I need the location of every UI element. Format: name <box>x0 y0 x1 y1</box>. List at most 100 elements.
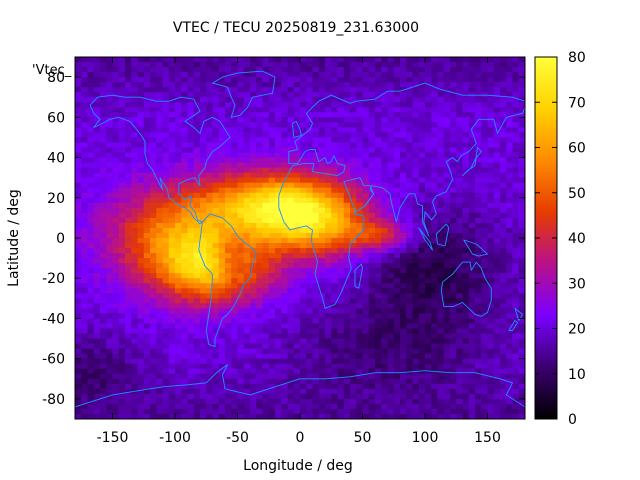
tec-cell <box>200 112 207 118</box>
tec-cell <box>368 142 376 149</box>
tec-cell <box>281 313 289 320</box>
tec-cell <box>243 268 251 274</box>
tec-cell <box>275 227 282 234</box>
tec-cell <box>218 112 226 118</box>
tec-cell <box>356 273 364 279</box>
tec-cell <box>506 293 514 299</box>
tec-cell <box>162 388 170 395</box>
tec-cell <box>143 72 151 78</box>
tec-cell <box>387 102 395 108</box>
tec-cell <box>175 107 182 113</box>
tec-cell <box>200 358 207 365</box>
tec-cell <box>300 293 307 299</box>
tec-cell <box>250 107 257 113</box>
tec-cell <box>481 328 489 335</box>
tec-cell <box>218 117 226 123</box>
tec-cell <box>387 333 395 340</box>
tec-cell <box>462 172 470 179</box>
tec-cell <box>187 217 195 224</box>
tec-cell <box>437 232 445 239</box>
tec-cell <box>512 278 520 284</box>
tec-cell <box>100 383 107 390</box>
tec-cell <box>331 67 339 73</box>
tec-cell <box>156 303 164 309</box>
tec-cell <box>143 82 151 88</box>
tec-cell <box>268 212 276 219</box>
tec-cell <box>362 278 370 284</box>
tec-cell <box>506 117 514 123</box>
tec-cell <box>443 72 451 78</box>
tec-cell <box>237 57 245 63</box>
tec-cell <box>462 323 470 330</box>
tec-cell <box>506 348 514 355</box>
tec-cell <box>331 127 339 134</box>
tec-cell <box>187 238 195 244</box>
tec-cell <box>375 353 382 360</box>
tec-cell <box>193 122 201 128</box>
tec-cell <box>131 87 139 93</box>
tec-cell <box>262 97 270 103</box>
tec-cell <box>518 318 525 325</box>
tec-cell <box>468 243 476 249</box>
tec-cell <box>212 293 220 299</box>
tec-cell <box>425 353 432 360</box>
tec-cell <box>337 232 345 239</box>
tec-cell <box>106 298 114 304</box>
tec-cell <box>175 338 182 345</box>
tec-cell <box>443 293 451 299</box>
tec-cell <box>393 373 401 380</box>
tec-cell <box>237 398 245 405</box>
tec-cell <box>112 303 120 309</box>
tec-cell <box>337 363 345 370</box>
tec-cell <box>375 333 382 340</box>
tec-cell <box>318 137 326 144</box>
tec-cell <box>100 182 107 189</box>
tec-cell <box>156 162 164 169</box>
tec-cell <box>412 378 420 385</box>
tec-cell <box>175 57 182 63</box>
tec-cell <box>475 258 482 264</box>
tec-cell <box>375 207 382 214</box>
tec-cell <box>156 207 164 214</box>
tec-cell <box>250 353 257 360</box>
tec-cell <box>212 87 220 93</box>
tec-cell <box>481 338 489 345</box>
tec-cell <box>231 172 239 179</box>
tec-cell <box>418 177 426 184</box>
tec-cell <box>456 243 464 249</box>
tec-cell <box>462 288 470 294</box>
tec-cell <box>468 363 476 370</box>
tec-cell <box>150 313 157 320</box>
tec-cell <box>518 102 525 108</box>
tec-cell <box>87 142 95 149</box>
tec-cell <box>125 82 132 88</box>
tec-cell <box>493 202 501 209</box>
tec-cell <box>481 197 489 204</box>
tec-cell <box>112 388 120 395</box>
tec-cell <box>106 353 114 360</box>
tec-cell <box>225 388 232 395</box>
tec-cell <box>450 393 457 400</box>
tec-cell <box>125 77 132 83</box>
tec-cell <box>218 82 226 88</box>
tec-cell <box>125 172 132 179</box>
tec-cell <box>300 373 307 380</box>
tec-cell <box>287 92 295 98</box>
tec-cell <box>400 207 407 214</box>
tec-cell <box>281 263 289 269</box>
tec-cell <box>168 227 176 234</box>
tec-cell <box>281 258 289 264</box>
tec-cell <box>487 117 495 123</box>
tec-cell <box>200 222 207 229</box>
tec-cell <box>412 343 420 350</box>
tec-cell <box>281 293 289 299</box>
tec-cell <box>343 288 351 294</box>
tec-cell <box>387 92 395 98</box>
tec-cell <box>493 268 501 274</box>
tec-cell <box>368 348 376 355</box>
tec-cell <box>356 202 364 209</box>
tec-cell <box>231 192 239 199</box>
tec-cell <box>143 303 151 309</box>
tec-cell <box>175 243 182 249</box>
tec-cell <box>450 92 457 98</box>
